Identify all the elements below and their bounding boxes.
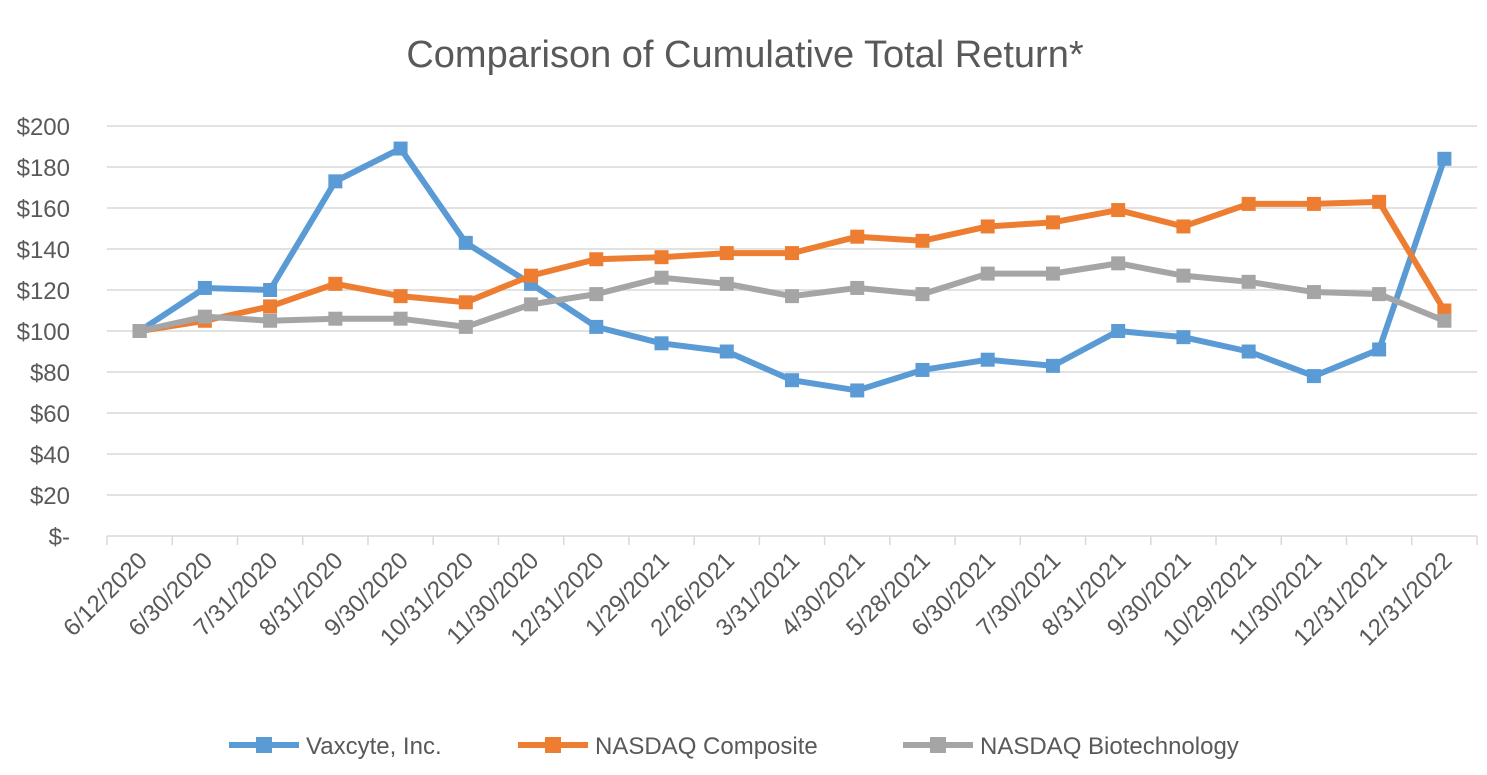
data-point-marker bbox=[719, 344, 734, 359]
data-point-marker bbox=[1045, 358, 1060, 373]
data-point-marker bbox=[197, 309, 212, 324]
data-point-marker bbox=[654, 336, 669, 351]
legend-swatch-marker bbox=[930, 737, 946, 753]
data-point-marker bbox=[328, 174, 343, 189]
series-group bbox=[132, 141, 1452, 398]
legend: Vaxcyte, Inc. NASDAQ Composite NASDAQ Biot… bbox=[229, 733, 1239, 760]
data-point-marker bbox=[197, 280, 212, 295]
data-point-marker bbox=[1306, 285, 1321, 300]
data-point-marker bbox=[980, 352, 995, 367]
data-point-marker bbox=[589, 252, 604, 267]
data-point-marker bbox=[524, 268, 539, 283]
series-line bbox=[136, 198, 1448, 334]
series-2 bbox=[132, 256, 1452, 338]
data-point-marker bbox=[1176, 268, 1191, 283]
y-tick-label: $200 bbox=[17, 114, 70, 141]
y-tick-label: $20 bbox=[30, 483, 70, 510]
y-tick-label: $120 bbox=[17, 278, 70, 305]
y-tick-label: $- bbox=[49, 524, 70, 551]
data-point-marker bbox=[1372, 287, 1387, 302]
data-point-marker bbox=[719, 246, 734, 261]
y-tick-label: $100 bbox=[17, 319, 70, 346]
data-point-marker bbox=[1306, 196, 1321, 211]
data-point-marker bbox=[328, 311, 343, 326]
data-point-marker bbox=[458, 235, 473, 250]
data-point-marker bbox=[132, 324, 147, 338]
data-point-marker bbox=[915, 233, 930, 248]
y-tick-label: $180 bbox=[17, 155, 70, 182]
data-point-marker bbox=[1437, 151, 1452, 166]
y-tick-label: $160 bbox=[17, 196, 70, 223]
legend-swatch-marker bbox=[256, 737, 272, 753]
data-point-marker bbox=[785, 373, 799, 388]
data-point-marker bbox=[850, 280, 865, 295]
data-point-marker bbox=[980, 219, 995, 234]
data-point-marker bbox=[589, 287, 604, 302]
data-point-marker bbox=[393, 311, 408, 326]
legend-item: NASDAQ Composite bbox=[518, 733, 818, 760]
data-point-marker bbox=[1111, 203, 1126, 218]
legend-label: NASDAQ Composite bbox=[595, 733, 818, 760]
legend-item: Vaxcyte, Inc. bbox=[229, 733, 442, 760]
data-point-marker bbox=[915, 362, 930, 377]
data-point-marker bbox=[1176, 330, 1191, 345]
data-point-marker bbox=[1111, 256, 1126, 271]
data-point-marker bbox=[263, 299, 278, 314]
data-point-marker bbox=[1437, 313, 1452, 328]
data-point-marker bbox=[458, 295, 473, 310]
data-point-marker bbox=[915, 287, 930, 302]
data-point-marker bbox=[785, 289, 799, 304]
data-point-marker bbox=[980, 266, 995, 281]
data-point-marker bbox=[654, 250, 669, 265]
data-point-marker bbox=[589, 319, 604, 334]
data-point-marker bbox=[1372, 194, 1387, 209]
data-point-marker bbox=[1241, 344, 1256, 359]
data-point-marker bbox=[393, 289, 408, 304]
data-point-marker bbox=[1111, 324, 1126, 338]
legend-swatch-marker bbox=[545, 737, 561, 753]
data-point-marker bbox=[785, 246, 799, 261]
legend-label: NASDAQ Biotechnology bbox=[980, 733, 1239, 760]
x-axis: 6/12/20206/30/20207/31/20208/31/20209/30… bbox=[58, 535, 1478, 651]
data-point-marker bbox=[1176, 219, 1191, 234]
data-point-marker bbox=[1045, 215, 1060, 230]
chart-title: Comparison of Cumulative Total Return* bbox=[406, 34, 1083, 76]
data-point-marker bbox=[393, 141, 408, 156]
data-point-marker bbox=[719, 276, 734, 291]
series-0 bbox=[132, 141, 1452, 398]
y-tick-label: $60 bbox=[30, 401, 70, 428]
data-point-marker bbox=[263, 313, 278, 328]
y-tick-label: $40 bbox=[30, 442, 70, 469]
legend-label: Vaxcyte, Inc. bbox=[306, 733, 442, 760]
data-point-marker bbox=[850, 229, 865, 244]
data-point-marker bbox=[328, 276, 343, 291]
gridlines bbox=[107, 125, 1477, 496]
data-point-marker bbox=[850, 383, 865, 398]
data-point-marker bbox=[654, 270, 669, 285]
data-point-marker bbox=[1045, 266, 1060, 281]
data-point-marker bbox=[1306, 369, 1321, 384]
data-point-marker bbox=[524, 297, 539, 312]
data-point-marker bbox=[263, 283, 278, 297]
y-axis: $- $20 $40 $60 $80 $100 $120 $140 $160 $180 $200 bbox=[17, 114, 70, 551]
data-point-marker bbox=[1241, 196, 1256, 211]
y-tick-label: $80 bbox=[30, 360, 70, 387]
data-point-marker bbox=[1241, 274, 1256, 289]
data-point-marker bbox=[1372, 342, 1387, 357]
data-point-marker bbox=[458, 319, 473, 334]
y-tick-label: $140 bbox=[17, 237, 70, 264]
legend-item: NASDAQ Biotechnology bbox=[903, 733, 1239, 760]
